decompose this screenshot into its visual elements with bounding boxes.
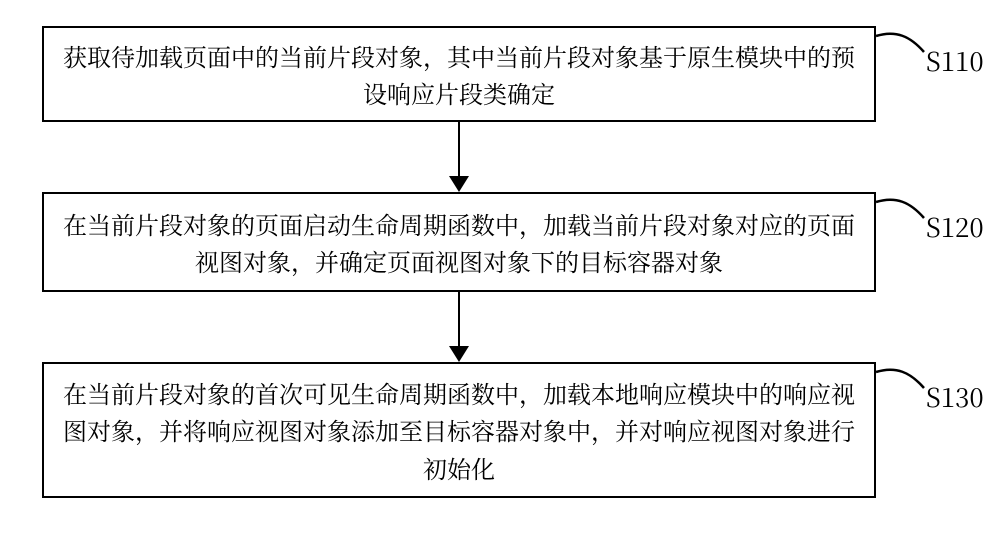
flowchart-canvas: 获取待加载页面中的当前片段对象，其中当前片段对象基于原生模块中的预设响应片段类确… (0, 0, 1000, 545)
label-connector (0, 0, 1000, 545)
flow-arrow-line (458, 122, 461, 176)
flow-arrow-head (449, 346, 469, 362)
flow-arrow-head (449, 176, 469, 192)
flow-arrow-line (458, 292, 461, 346)
